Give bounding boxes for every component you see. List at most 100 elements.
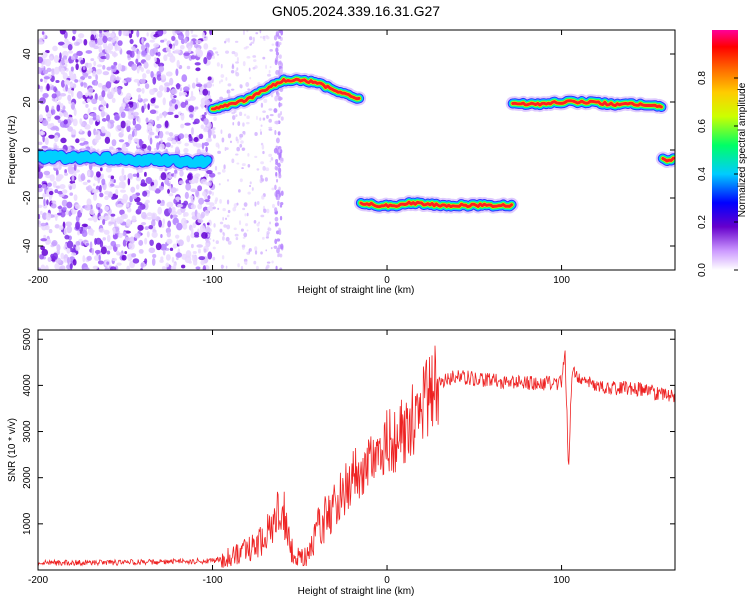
noise-speckle: [145, 54, 151, 61]
noise-speckle: [47, 123, 53, 130]
noise-speckle: [206, 222, 210, 226]
noise-speckle: [204, 199, 210, 203]
noise-speckle: [216, 62, 220, 67]
noise-speckle: [267, 73, 272, 77]
noise-speckle: [71, 35, 76, 41]
noise-speckle: [102, 237, 107, 241]
noise-speckle: [60, 252, 65, 260]
noise-speckle: [277, 253, 281, 257]
noise-speckle: [275, 69, 280, 76]
noise-speckle: [198, 256, 206, 261]
noise-speckle: [265, 64, 267, 69]
noise-speckle: [76, 50, 83, 56]
spectral-trace-layer: [38, 72, 675, 214]
noise-speckle: [124, 95, 131, 103]
noise-speckle: [239, 133, 244, 138]
noise-speckle: [65, 84, 68, 92]
noise-speckle: [207, 90, 211, 96]
noise-speckle: [192, 222, 197, 229]
noise-speckle: [55, 79, 60, 84]
noise-speckle: [89, 241, 93, 250]
top-x-tick-label: 0: [384, 275, 390, 286]
noise-speckle: [169, 77, 174, 86]
noise-speckle: [257, 82, 261, 85]
noise-speckle: [165, 262, 170, 268]
noise-speckle: [235, 153, 239, 156]
noise-speckle: [191, 127, 194, 136]
noise-speckle: [141, 44, 146, 52]
noise-speckle: [206, 170, 213, 175]
top-x-tick-label: -100: [203, 275, 223, 286]
noise-speckle: [54, 189, 59, 194]
noise-speckle: [197, 218, 204, 224]
noise-speckle: [82, 65, 86, 71]
noise-speckle: [277, 162, 281, 168]
noise-speckle: [64, 79, 70, 86]
noise-speckle: [70, 56, 75, 60]
noise-speckle: [102, 219, 106, 225]
noise-speckle: [237, 263, 240, 268]
noise-speckle: [84, 114, 88, 118]
noise-speckle: [195, 39, 202, 44]
noise-speckle: [269, 221, 272, 225]
noise-speckle: [145, 117, 149, 123]
noise-speckle: [274, 130, 277, 136]
noise-speckle: [204, 112, 207, 116]
noise-speckle: [218, 183, 221, 186]
noise-speckle: [149, 88, 156, 96]
noise-speckle: [223, 224, 227, 228]
noise-speckle: [127, 173, 133, 180]
noise-speckle: [93, 255, 100, 261]
noise-speckle: [176, 140, 182, 145]
noise-speckle: [101, 178, 106, 186]
noise-speckle: [40, 78, 43, 83]
noise-speckle: [266, 264, 270, 269]
noise-speckle: [239, 84, 242, 88]
top-y-axis-label: Frequency (Hz): [7, 116, 18, 185]
noise-speckle: [251, 187, 254, 191]
noise-speckle: [273, 35, 278, 41]
noise-speckle: [181, 253, 188, 260]
noise-speckle: [160, 74, 166, 80]
noise-speckle: [275, 120, 279, 125]
noise-speckle: [97, 260, 104, 265]
noise-speckle: [100, 126, 106, 132]
noise-speckle: [129, 102, 134, 108]
noise-speckle: [230, 88, 235, 91]
noise-speckle: [159, 203, 165, 207]
noise-speckle: [54, 262, 60, 270]
noise-speckle: [275, 171, 278, 177]
noise-speckle: [176, 222, 183, 231]
noise-speckle: [217, 150, 221, 154]
noise-speckle: [60, 137, 67, 144]
noise-speckle: [104, 205, 110, 211]
noise-speckle: [175, 146, 180, 152]
noise-speckle: [173, 173, 177, 179]
noise-speckle: [83, 82, 88, 88]
noise-speckle: [90, 146, 93, 150]
noise-speckle: [259, 128, 262, 132]
top-x-tick-label: -200: [28, 275, 48, 286]
noise-speckle: [156, 90, 163, 98]
noise-speckle: [156, 115, 160, 121]
noise-speckle: [111, 97, 116, 103]
noise-speckle: [158, 130, 164, 139]
noise-speckle: [126, 253, 133, 257]
noise-speckle: [85, 242, 90, 246]
noise-speckle: [98, 185, 102, 193]
noise-speckle: [179, 44, 185, 50]
noise-speckle: [53, 55, 60, 63]
noise-speckle: [270, 247, 273, 250]
noise-speckle: [265, 249, 268, 252]
noise-speckle: [252, 55, 257, 58]
noise-speckle: [195, 143, 202, 148]
noise-speckle: [67, 87, 72, 94]
noise-speckle: [237, 121, 241, 126]
noise-speckle: [106, 250, 111, 255]
bottom-y-tick-label: 2000: [22, 466, 33, 489]
noise-speckle: [160, 39, 165, 43]
noise-speckle: [174, 49, 181, 54]
noise-speckle: [132, 173, 138, 177]
noise-speckle: [203, 142, 209, 147]
noise-speckle: [142, 73, 147, 79]
